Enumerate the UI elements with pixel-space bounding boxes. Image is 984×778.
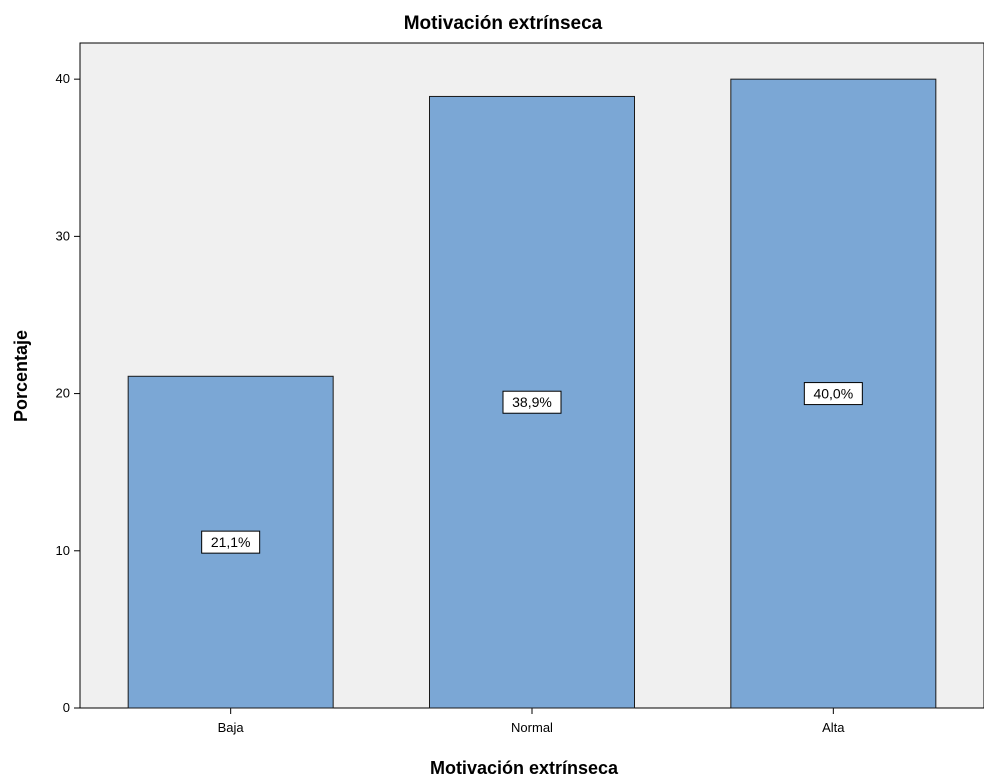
y-axis: 0 10 20 30 40 bbox=[56, 43, 81, 715]
data-label-box bbox=[201, 530, 261, 554]
x-tick-label: Baja bbox=[218, 720, 245, 735]
x-axis-title: Motivación extrínseca bbox=[430, 758, 619, 778]
y-tick-label: 20 bbox=[56, 386, 70, 401]
chart-title: Motivación extrínseca bbox=[404, 13, 603, 34]
data-label: 40,0% bbox=[813, 386, 853, 402]
data-label: 21,1% bbox=[211, 534, 251, 550]
y-tick-label: 40 bbox=[56, 71, 70, 86]
y-axis-title: Porcentaje bbox=[11, 330, 31, 422]
x-tick-label: Alta bbox=[822, 720, 845, 735]
data-labels-group: 21,1% 38,9% 40,0% bbox=[201, 382, 863, 554]
y-tick-label: 30 bbox=[56, 228, 70, 243]
x-tick-label: Normal bbox=[511, 720, 553, 735]
data-label-box bbox=[502, 390, 562, 414]
x-axis: Baja Normal Alta bbox=[80, 707, 984, 735]
y-tick-label: 10 bbox=[56, 543, 70, 558]
data-label-box bbox=[803, 382, 863, 406]
y-tick-label: 0 bbox=[63, 700, 70, 715]
data-label: 38,9% bbox=[512, 394, 552, 410]
